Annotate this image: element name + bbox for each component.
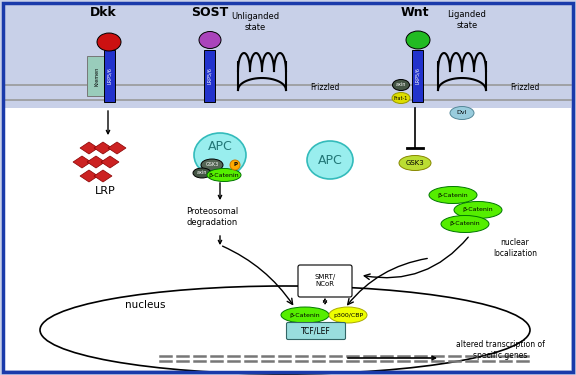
Ellipse shape <box>201 159 223 171</box>
Text: β-Catenin: β-Catenin <box>209 172 239 177</box>
Polygon shape <box>101 156 119 168</box>
Text: Wnt: Wnt <box>401 6 429 18</box>
Text: β-Catenin: β-Catenin <box>290 312 320 318</box>
Text: P: P <box>233 162 237 168</box>
Ellipse shape <box>441 216 489 232</box>
Ellipse shape <box>392 93 410 104</box>
Text: LRP5/6: LRP5/6 <box>107 68 112 84</box>
FancyBboxPatch shape <box>298 265 352 297</box>
Ellipse shape <box>450 106 474 120</box>
Text: SMRT/
NCoR: SMRT/ NCoR <box>314 274 336 288</box>
Ellipse shape <box>207 168 241 182</box>
Bar <box>412 50 423 102</box>
Polygon shape <box>73 156 91 168</box>
Text: Kremen: Kremen <box>94 66 100 86</box>
Text: Frat-1: Frat-1 <box>394 96 408 100</box>
Text: nuclear
localization: nuclear localization <box>493 238 537 258</box>
Text: axin: axin <box>396 82 406 87</box>
Text: TCF/LEF: TCF/LEF <box>301 327 331 336</box>
Ellipse shape <box>307 141 353 179</box>
Text: GSK3: GSK3 <box>406 160 425 166</box>
Text: β-Catenin: β-Catenin <box>450 222 480 226</box>
Ellipse shape <box>454 201 502 219</box>
Bar <box>87 56 107 96</box>
Text: LRP: LRP <box>94 186 115 196</box>
Text: axin: axin <box>197 171 207 176</box>
Text: altered transcription of
specific genes: altered transcription of specific genes <box>456 340 544 360</box>
Ellipse shape <box>399 156 431 171</box>
Ellipse shape <box>40 286 530 374</box>
Ellipse shape <box>329 307 367 323</box>
Ellipse shape <box>281 307 329 323</box>
Text: Frizzled: Frizzled <box>510 84 539 93</box>
Text: APC: APC <box>317 153 342 166</box>
Text: nucleus: nucleus <box>125 300 165 310</box>
Text: Liganded
state: Liganded state <box>448 10 487 30</box>
Ellipse shape <box>230 160 240 170</box>
Bar <box>204 50 215 102</box>
Text: LRP5/6: LRP5/6 <box>207 68 211 84</box>
FancyBboxPatch shape <box>286 322 346 339</box>
Text: Unliganded
state: Unliganded state <box>231 12 279 32</box>
Text: Frizzled: Frizzled <box>310 84 339 93</box>
Text: LRP5/6: LRP5/6 <box>415 68 419 84</box>
Ellipse shape <box>392 80 410 90</box>
Text: p300/CBP: p300/CBP <box>333 312 363 318</box>
Text: Dkk: Dkk <box>90 6 116 18</box>
Polygon shape <box>87 156 105 168</box>
Ellipse shape <box>193 168 211 178</box>
Polygon shape <box>80 170 98 182</box>
Polygon shape <box>108 142 126 154</box>
Polygon shape <box>80 142 98 154</box>
Text: Proteosomal
degradation: Proteosomal degradation <box>186 207 238 227</box>
Polygon shape <box>94 170 112 182</box>
Text: Dvl: Dvl <box>457 111 467 116</box>
Text: β-Catenin: β-Catenin <box>438 192 468 198</box>
Ellipse shape <box>406 31 430 49</box>
Ellipse shape <box>97 33 121 51</box>
Ellipse shape <box>429 186 477 204</box>
Ellipse shape <box>199 32 221 48</box>
Bar <box>104 50 115 102</box>
Text: APC: APC <box>207 141 232 153</box>
Text: β-Catenin: β-Catenin <box>463 207 493 213</box>
Bar <box>5 108 571 370</box>
Polygon shape <box>94 142 112 154</box>
Ellipse shape <box>194 133 246 177</box>
Text: GSK3: GSK3 <box>206 162 219 168</box>
Text: SOST: SOST <box>191 6 229 18</box>
